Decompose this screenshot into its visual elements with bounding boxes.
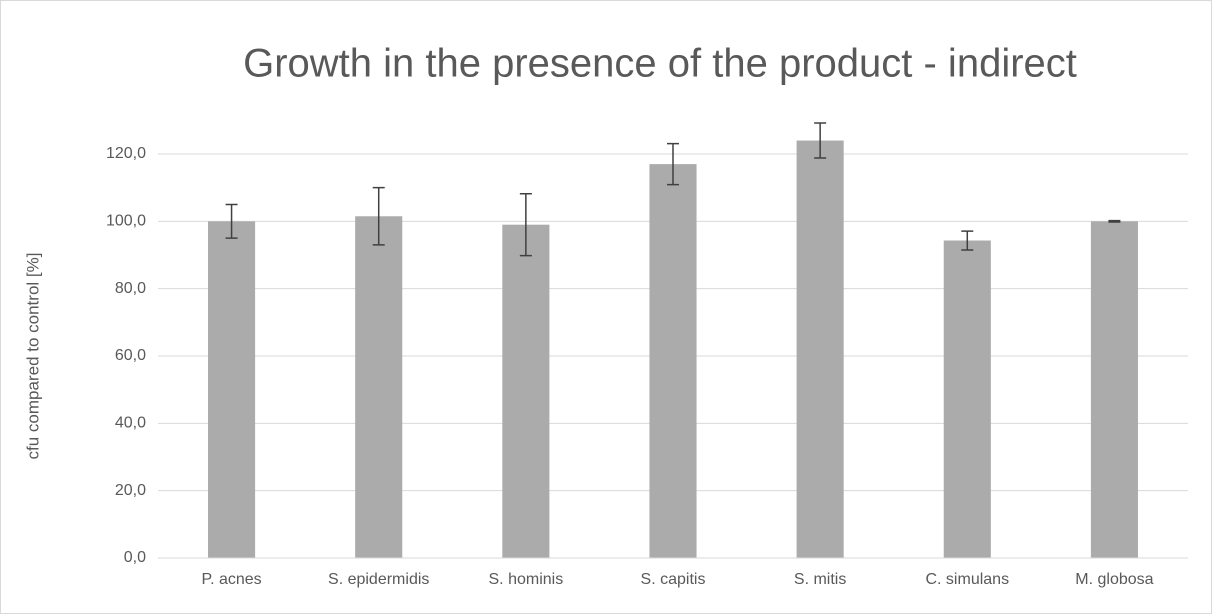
bar bbox=[502, 224, 550, 558]
error-bar bbox=[372, 186, 385, 246]
y-tick-label: 60,0 bbox=[115, 347, 146, 364]
bar bbox=[943, 240, 991, 559]
x-tick-label: C. simulans bbox=[925, 571, 1009, 588]
y-tick-label: 0,0 bbox=[124, 549, 146, 566]
bar bbox=[649, 164, 697, 558]
x-tick-label: S. hominis bbox=[489, 571, 564, 588]
y-tick-label: 100,0 bbox=[106, 213, 146, 230]
y-tick-label: 40,0 bbox=[115, 415, 146, 432]
y-tick-label: 80,0 bbox=[115, 280, 146, 297]
y-tick-label: 120,0 bbox=[106, 145, 146, 162]
error-bar bbox=[814, 122, 827, 159]
bar bbox=[1090, 221, 1138, 559]
error-bar bbox=[225, 203, 238, 239]
x-tick-label: M. globosa bbox=[1075, 571, 1153, 588]
error-bar bbox=[519, 192, 532, 257]
x-tick-label: S. epidermidis bbox=[328, 571, 429, 588]
bar bbox=[796, 140, 844, 559]
bar bbox=[355, 216, 403, 559]
error-bar bbox=[961, 230, 974, 251]
x-tick-label: P. acnes bbox=[201, 571, 261, 588]
x-tick-label: S. capitis bbox=[641, 571, 706, 588]
y-axis-label: cfu compared to control [%] bbox=[23, 253, 42, 460]
x-tick-label: S. mitis bbox=[794, 571, 846, 588]
error-bar bbox=[1108, 219, 1121, 223]
error-bar bbox=[667, 142, 679, 186]
bar bbox=[208, 221, 256, 559]
y-tick-label: 20,0 bbox=[115, 482, 146, 499]
chart-title: Growth in the presence of the product - … bbox=[243, 42, 1077, 86]
